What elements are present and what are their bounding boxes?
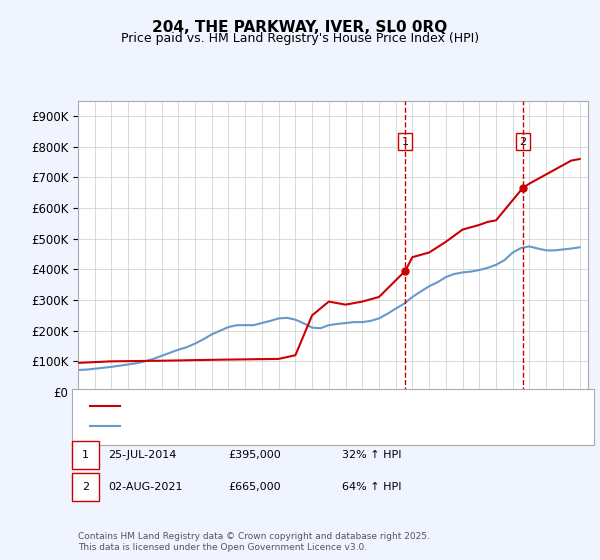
Text: 204, THE PARKWAY, IVER, SL0 0RQ (semi-detached house): 204, THE PARKWAY, IVER, SL0 0RQ (semi-de… [126, 401, 429, 411]
Text: £395,000: £395,000 [228, 450, 281, 460]
Text: 2: 2 [519, 137, 526, 147]
Text: 32% ↑ HPI: 32% ↑ HPI [342, 450, 401, 460]
Text: 1: 1 [402, 137, 409, 147]
Text: 2: 2 [82, 482, 89, 492]
Text: 64% ↑ HPI: 64% ↑ HPI [342, 482, 401, 492]
Text: £665,000: £665,000 [228, 482, 281, 492]
Text: 1: 1 [82, 450, 89, 460]
Text: HPI: Average price, semi-detached house, Buckinghamshire: HPI: Average price, semi-detached house,… [126, 421, 438, 431]
Text: 204, THE PARKWAY, IVER, SL0 0RQ: 204, THE PARKWAY, IVER, SL0 0RQ [152, 20, 448, 35]
Text: 25-JUL-2014: 25-JUL-2014 [108, 450, 176, 460]
Text: Price paid vs. HM Land Registry's House Price Index (HPI): Price paid vs. HM Land Registry's House … [121, 32, 479, 45]
Text: Contains HM Land Registry data © Crown copyright and database right 2025.
This d: Contains HM Land Registry data © Crown c… [78, 532, 430, 552]
Text: 02-AUG-2021: 02-AUG-2021 [108, 482, 182, 492]
